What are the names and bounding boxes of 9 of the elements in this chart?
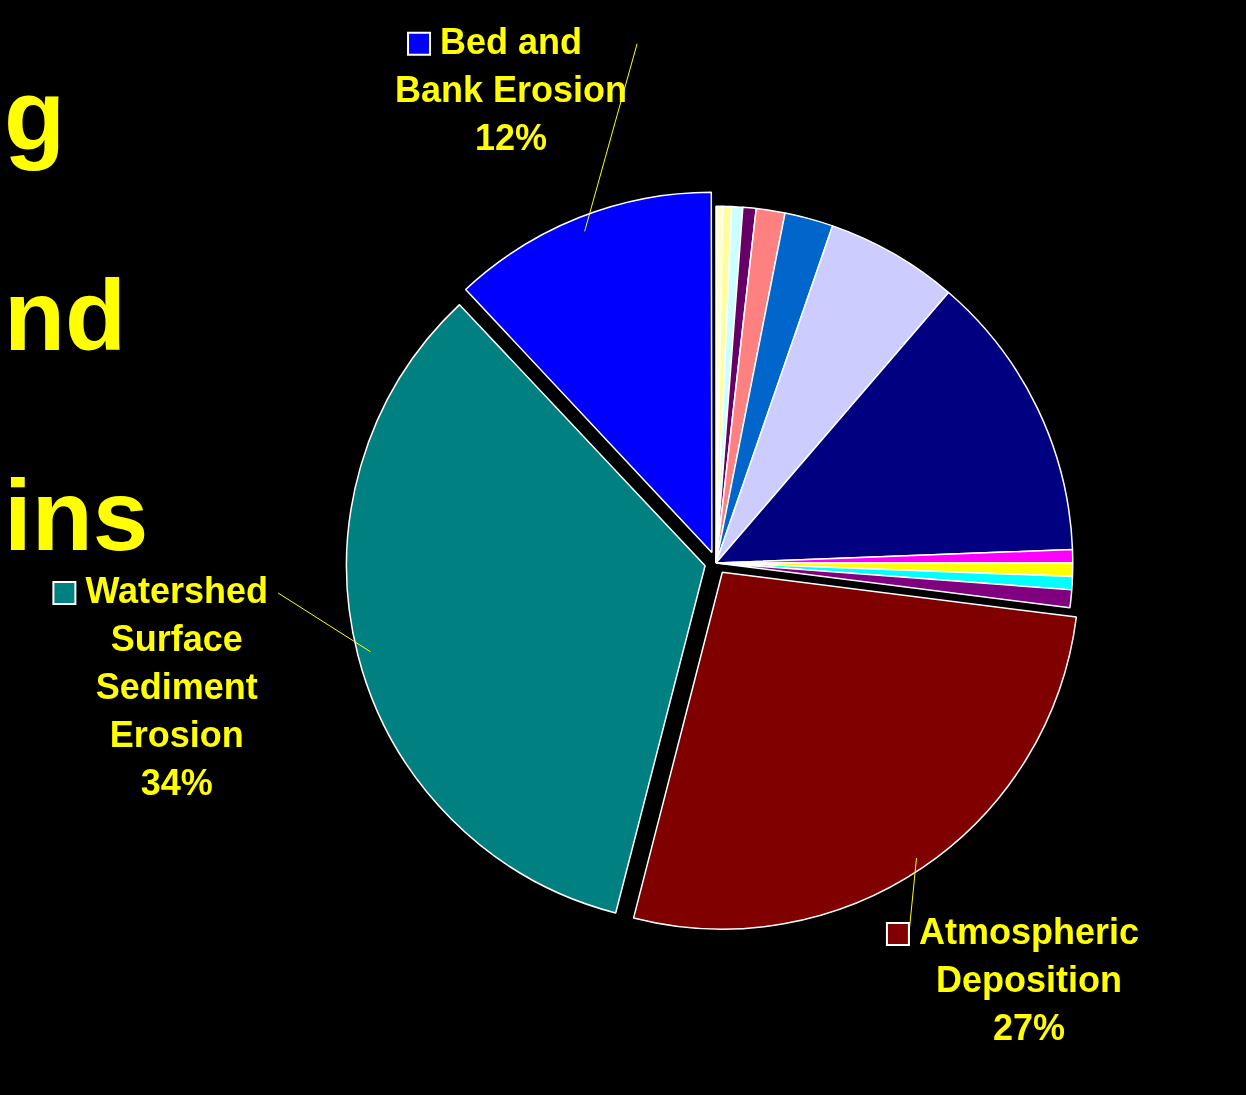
data-label: 27% (992, 1007, 1065, 1049)
text: ins (4, 459, 149, 571)
data-label: 12% (475, 116, 548, 158)
legend-label: Watershed Surface Sediment Erosion (85, 569, 269, 755)
text: g (4, 59, 66, 171)
text: nd (4, 259, 127, 371)
data-label: 34% (140, 761, 213, 803)
legend-label: Atmospheric Deposition (918, 911, 1139, 1001)
legend-label: Bed and Bank Erosion (395, 20, 628, 110)
